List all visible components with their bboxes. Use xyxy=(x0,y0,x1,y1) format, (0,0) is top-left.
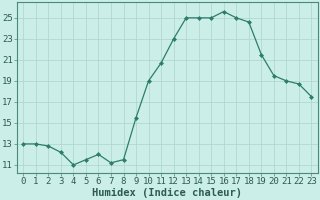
X-axis label: Humidex (Indice chaleur): Humidex (Indice chaleur) xyxy=(92,188,242,198)
